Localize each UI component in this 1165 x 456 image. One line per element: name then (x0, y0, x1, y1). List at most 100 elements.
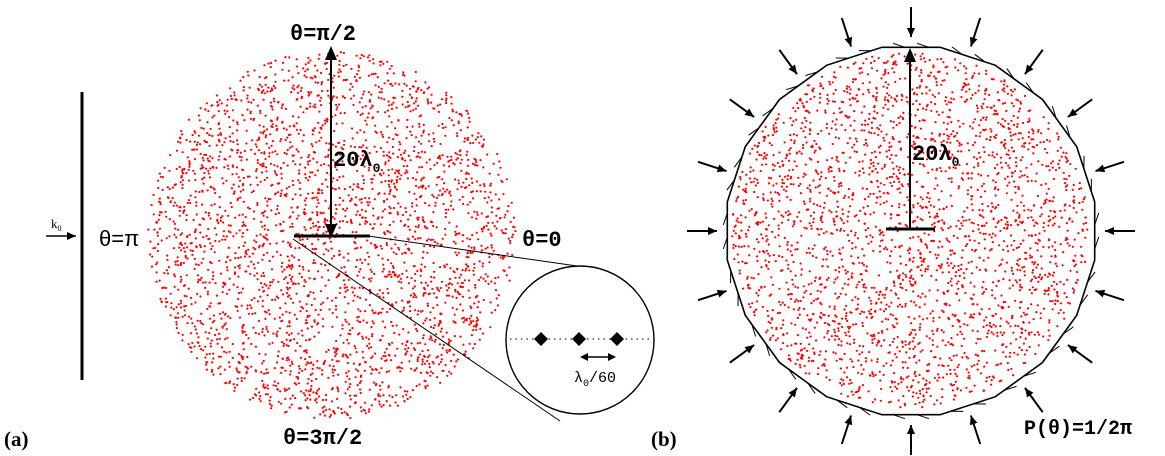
scatterer-dot (894, 98, 897, 101)
scatterer-dot (379, 395, 382, 398)
scatterer-dot (301, 265, 304, 269)
scatterer-dot (1086, 228, 1089, 231)
scatterer-dot (1046, 138, 1049, 142)
scatterer-dot (342, 64, 345, 67)
scatterer-dot (929, 215, 932, 218)
scatterer-dot (263, 224, 266, 227)
scatterer-dot (253, 239, 256, 242)
scatterer-dot (289, 141, 292, 144)
scatterer-dot (377, 85, 380, 88)
scatterer-dot (827, 338, 831, 341)
scatterer-dot (237, 275, 240, 278)
scatterer-dot (276, 191, 280, 194)
scatterer-dot (395, 179, 398, 182)
scatterer-dot (181, 168, 184, 171)
scatterer-dot (933, 75, 936, 78)
scatterer-dot (1068, 174, 1071, 177)
scatterer-dot (750, 276, 753, 279)
scatterer-dot (176, 260, 179, 263)
scatterer-dot (204, 286, 207, 289)
scatterer-dot (861, 160, 864, 163)
scatterer-dot (1030, 216, 1033, 219)
scatterer-dot (1030, 179, 1033, 182)
scatterer-dot (384, 161, 387, 164)
scatterer-dot (288, 358, 291, 361)
scatterer-dot (1016, 268, 1019, 271)
scatterer-dot (1037, 280, 1040, 283)
scatterer-dot (877, 297, 880, 300)
scatterer-dot (319, 104, 323, 107)
scatterer-dot (245, 158, 248, 161)
scatterer-dot (208, 133, 211, 136)
scatterer-dot (259, 112, 262, 115)
scatterer-dot (1078, 187, 1081, 191)
scatterer-dot (886, 86, 889, 89)
scatterer-dot (301, 369, 304, 372)
scatterer-dot (903, 55, 906, 58)
scatterer-dot (222, 235, 225, 238)
scatterer-dot (983, 247, 987, 250)
scatterer-dot (763, 285, 766, 288)
scatterer-dot (338, 68, 341, 71)
scatterer-dot (381, 307, 384, 310)
scatterer-dot (427, 356, 430, 359)
scatterer-dot (259, 131, 262, 134)
scatterer-dot (414, 225, 417, 228)
scatterer-dot (213, 319, 216, 322)
scatterer-dot (442, 202, 445, 206)
scatterer-dot (207, 110, 210, 113)
scatterer-dot (276, 116, 279, 119)
scatterer-dot (212, 373, 215, 376)
scatterer-dot (465, 317, 468, 320)
scatterer-dot (273, 380, 276, 383)
scatterer-dot (829, 189, 832, 192)
scatterer-dot (158, 214, 161, 217)
scatterer-dot (955, 354, 958, 357)
scatterer-dot (420, 263, 423, 266)
scatterer-dot (884, 307, 887, 311)
scatterer-dot (923, 303, 926, 306)
scatterer-dot (256, 272, 259, 275)
scatterer-dot (424, 343, 427, 346)
scatterer-dot (244, 270, 247, 273)
scatterer-dot (946, 72, 949, 75)
scatterer-dot (1008, 279, 1011, 282)
scatterer-dot (405, 169, 408, 172)
scatterer-dot (364, 258, 367, 261)
scatterer-dot (846, 91, 849, 94)
scatterer-dot (314, 103, 317, 106)
scatterer-dot (849, 205, 852, 208)
scatterer-dot (359, 129, 362, 132)
scatterer-dot (290, 206, 293, 209)
scatterer-dot (369, 268, 372, 271)
scatterer-dot (289, 397, 292, 400)
scatterer-dot (285, 410, 288, 413)
scatterer-dot (423, 220, 426, 224)
scatterer-dot (787, 306, 790, 309)
scatterer-dot (189, 249, 192, 252)
scatterer-dot (287, 241, 290, 244)
scatterer-dot (378, 403, 381, 406)
incident-arrow (729, 344, 755, 364)
scatterer-dot (383, 98, 386, 101)
scatterer-dot (763, 155, 766, 158)
scatterer-dot (883, 339, 886, 342)
scatterer-dot (980, 105, 983, 108)
scatterer-dot (305, 309, 308, 313)
scatterer-dot (870, 302, 873, 305)
scatterer-dot (1056, 294, 1059, 297)
scatterer-dot (390, 262, 393, 265)
scatterer-dot (961, 88, 964, 91)
scatterer-dot (432, 362, 435, 365)
scatterer-dot (306, 237, 309, 241)
scatterer-dot (913, 194, 916, 197)
scatterer-dot (350, 67, 353, 70)
scatterer-dot (390, 275, 393, 279)
scatterer-dot (907, 316, 910, 319)
scatterer-dot (441, 335, 445, 338)
scatterer-dot (937, 254, 940, 257)
scatterer-dot (904, 263, 908, 267)
scatterer-dot (381, 257, 384, 260)
scatterer-dot (951, 389, 955, 392)
scatterer-dot (346, 221, 349, 224)
